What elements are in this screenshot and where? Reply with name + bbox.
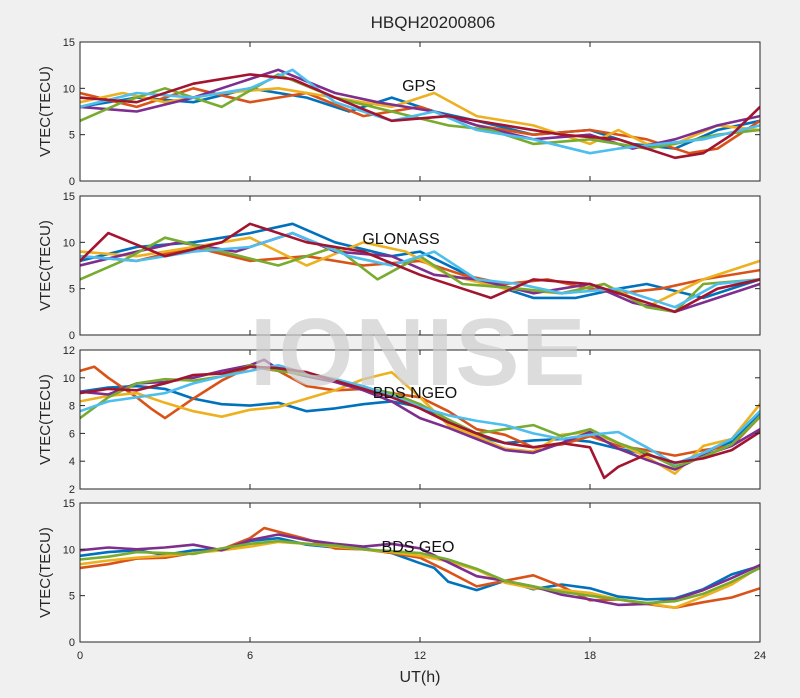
series-line — [80, 364, 760, 466]
y-tick-label: 5 — [69, 591, 75, 603]
panel-label: GPS — [402, 78, 436, 95]
x-axis-label: UT(h) — [400, 669, 441, 686]
y-axis-label: VTEC(TECU) — [37, 374, 54, 465]
y-tick-label: 10 — [63, 373, 75, 385]
chart-title: HBQH20200806 — [371, 13, 496, 32]
y-tick-label: 2 — [69, 484, 75, 496]
plot-area — [80, 350, 760, 489]
y-tick-label: 15 — [63, 498, 75, 510]
y-tick-label: 0 — [69, 637, 75, 649]
series-line — [80, 364, 760, 469]
series-line — [80, 73, 760, 150]
x-tick-label: 6 — [247, 650, 253, 662]
y-tick-label: 15 — [63, 37, 75, 49]
panel-label: BDS NGEO — [373, 385, 457, 402]
plot-area — [80, 196, 760, 335]
y-axis-label: VTEC(TECU) — [37, 66, 54, 157]
series-line — [80, 245, 760, 295]
series-line — [80, 231, 760, 309]
y-tick-label: 15 — [63, 191, 75, 203]
panel-bds-ngeo: 2 4 6 8 10 12 VTEC(TECU) BDS NGEO — [37, 345, 761, 496]
series-line — [80, 222, 760, 300]
x-tick-label: 12 — [414, 650, 426, 662]
series-line — [80, 539, 760, 605]
y-tick-label: 10 — [63, 544, 75, 556]
series-line — [80, 536, 760, 601]
plot-area — [80, 42, 760, 181]
x-tick-label: 0 — [77, 650, 83, 662]
series-line — [80, 370, 760, 475]
y-tick-label: 5 — [69, 130, 75, 142]
x-tick-label: 24 — [754, 650, 766, 662]
panel-gps: 0 5 10 15 VTEC(TECU) GPS — [37, 37, 761, 188]
series-line — [80, 365, 760, 480]
panel-bds-geo: 0 5 10 15 0 6 12 18 24 VTEC(TECU) UT(h) BDS GEO — [37, 498, 766, 686]
panel-label: GLONASS — [362, 231, 439, 248]
series-line — [80, 73, 760, 160]
y-tick-label: 4 — [69, 456, 75, 468]
y-tick-label: 10 — [63, 83, 75, 95]
series-line — [80, 358, 760, 471]
y-tick-label: 0 — [69, 330, 75, 342]
plot-area — [80, 503, 760, 642]
y-tick-label: 6 — [69, 428, 75, 440]
series-line — [80, 68, 760, 155]
y-axis-label: VTEC(TECU) — [37, 527, 54, 618]
y-axis-label: VTEC(TECU) — [37, 220, 54, 311]
y-tick-label: 0 — [69, 176, 75, 188]
y-tick-label: 12 — [63, 345, 75, 357]
panel-glonass: 0 5 10 15 VTEC(TECU) GLONASS — [37, 191, 761, 342]
y-tick-label: 8 — [69, 401, 75, 413]
y-tick-label: 5 — [69, 284, 75, 296]
series-line — [80, 222, 760, 314]
x-tick-label: 18 — [584, 650, 596, 662]
series-line — [80, 236, 760, 314]
panel-label: BDS GEO — [382, 539, 455, 556]
y-tick-label: 10 — [63, 237, 75, 249]
